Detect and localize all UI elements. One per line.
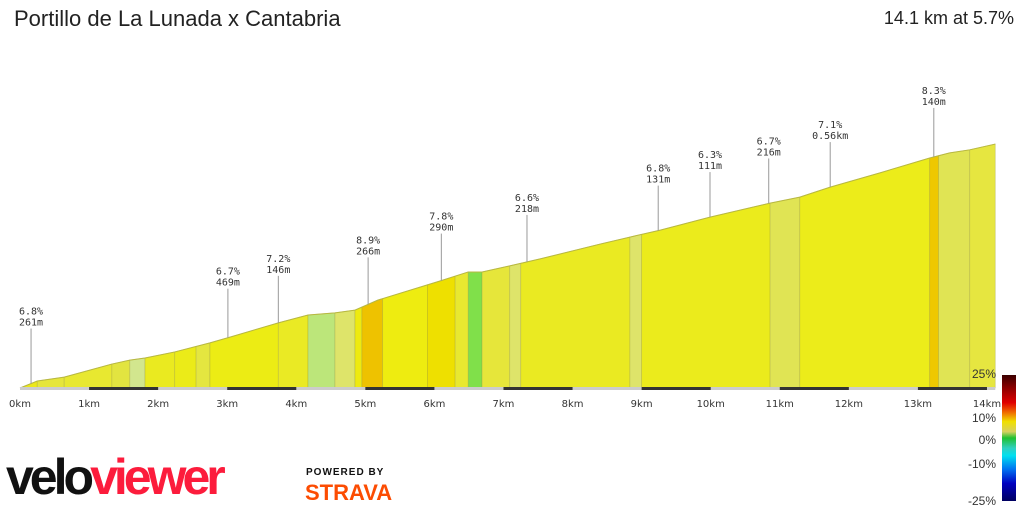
annotation-length: 218m [515, 204, 539, 215]
annotation-length: 131m [646, 175, 670, 186]
gradient-segment [641, 202, 771, 389]
gradient-segment [467, 271, 483, 389]
annotation-length: 140m [922, 97, 946, 108]
km-band [779, 387, 849, 390]
gradient-segment [481, 265, 511, 389]
km-band [365, 387, 435, 390]
annotation-gradient: 6.8% [646, 164, 670, 175]
gradient-segment [129, 357, 146, 389]
annotation-length: 0.56km [812, 131, 848, 142]
legend-label-min: -25% [967, 494, 996, 508]
x-tick-label: 1km [78, 399, 100, 410]
km-band [227, 387, 297, 390]
gradient-segment [929, 155, 940, 389]
gradient-segment [509, 262, 522, 389]
annotation-length: 290m [429, 223, 453, 234]
x-tick-label: 12km [835, 399, 863, 410]
gradient-segment [769, 196, 801, 389]
climb-summary: 14.1 km at 5.7% [883, 8, 1014, 28]
x-tick-label: 6km [423, 399, 445, 410]
x-tick-label: 5km [354, 399, 376, 410]
gradient-segment [938, 149, 971, 389]
annotation-gradient: 6.6% [515, 193, 539, 204]
annotation-length: 266m [356, 246, 380, 257]
annotation-gradient: 6.3% [698, 150, 722, 161]
page-title: Portillo de La Lunada x Cantabria [14, 6, 341, 31]
gradient-segment [334, 309, 356, 389]
gradient-segment [969, 143, 996, 389]
gradient-segment [799, 157, 931, 389]
km-band [641, 387, 711, 390]
annotation-length: 261m [19, 318, 43, 329]
legend-label-0: 0% [978, 433, 996, 447]
annotation-gradient: 7.2% [266, 254, 290, 265]
annotation-gradient: 6.7% [757, 136, 781, 147]
gradient-segment [63, 363, 113, 389]
x-tick-label: 0km [9, 399, 31, 410]
annotation-gradient: 8.9% [356, 235, 380, 246]
gradient-segment [195, 342, 211, 389]
gradient-segment [382, 284, 428, 389]
x-tick-label: 13km [904, 399, 932, 410]
strava-logo: STRAVA [305, 480, 393, 505]
veloviewer-logo: veloviewer [6, 449, 226, 505]
legend-label-max: 25% [971, 367, 996, 381]
km-band [503, 387, 573, 390]
legend-label-neg10: -10% [967, 457, 996, 471]
x-tick-label: 14km [973, 399, 1001, 410]
x-tick-label: 2km [147, 399, 169, 410]
km-band [917, 387, 987, 390]
powered-by-text: POWERED BY [306, 467, 385, 478]
annotation-length: 469m [216, 278, 240, 289]
gradient-segment [111, 359, 131, 389]
gradient-segment [174, 345, 197, 389]
annotation-length: 111m [698, 161, 722, 172]
x-tick-label: 4km [285, 399, 307, 410]
gradient-segment [354, 306, 363, 389]
gradient-segment [361, 298, 384, 389]
x-tick-label: 7km [493, 399, 515, 410]
gradient-segment [277, 314, 309, 389]
annotation-gradient: 7.1% [818, 120, 842, 131]
annotation-length: 216m [757, 147, 781, 158]
gradient-color-scale [1002, 375, 1016, 501]
x-tick-label: 3km [216, 399, 238, 410]
x-tick-label: 9km [631, 399, 653, 410]
annotation-gradient: 6.8% [19, 307, 43, 318]
gradient-segment [629, 233, 643, 389]
gradient-segment [427, 275, 456, 389]
km-band [89, 387, 159, 390]
x-tick-label: 11km [766, 399, 794, 410]
gradient-segment [454, 271, 469, 389]
x-tick-label: 10km [697, 399, 725, 410]
legend-label-10: 10% [971, 411, 996, 425]
annotation-length: 146m [266, 265, 290, 276]
x-tick-label: 8km [562, 399, 584, 410]
gradient-segment [307, 312, 336, 389]
annotation-gradient: 7.8% [429, 212, 453, 223]
annotation-gradient: 8.3% [922, 86, 946, 97]
annotation-gradient: 6.7% [216, 267, 240, 278]
elevation-profile-chart: 0km 1km 2km 3km 4km 5km 6km 7km 8km 9km 10km 11km 12… [9, 86, 1001, 410]
